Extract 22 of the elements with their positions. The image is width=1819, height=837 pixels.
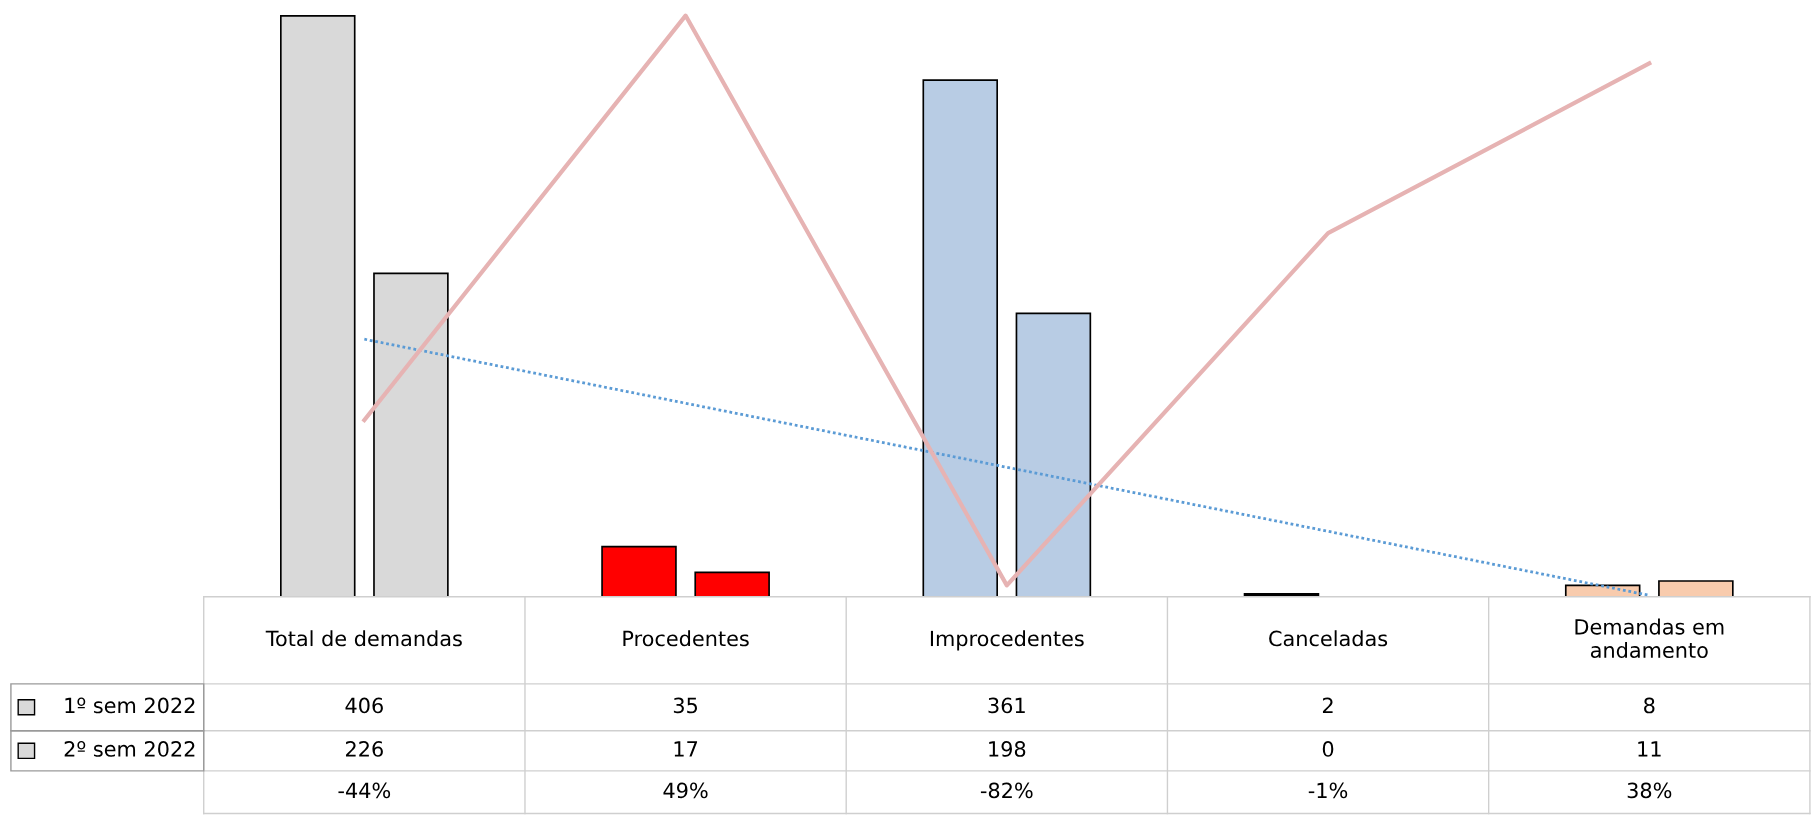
x-tick-label: Total de demandas (265, 630, 462, 647)
data-label: 38% (1627, 782, 1672, 799)
data-label: 17 (674, 741, 698, 757)
legend-label: 2º sem 2022 (64, 741, 195, 757)
data-label: 11 (1638, 741, 1661, 757)
data-label: -82% (980, 782, 1033, 799)
data-label: 2 (1322, 697, 1333, 714)
data-label: 8 (1644, 697, 1655, 714)
data-label: -1% (1308, 782, 1348, 799)
data-label: 35 (673, 697, 698, 714)
x-tick-label: Improcedentes (930, 630, 1084, 651)
data-label: 0 (1322, 741, 1334, 757)
data-label: 226 (345, 741, 383, 757)
x-tick-label: Procedentes (623, 630, 749, 647)
data-label: 406 (345, 697, 383, 714)
data-label: 361 (988, 697, 1025, 714)
x-tick-label: Canceladas (1269, 630, 1388, 647)
data-label: -44% (338, 782, 391, 799)
data-label: 49% (663, 782, 708, 799)
data-label: 198 (989, 741, 1026, 757)
x-tick-label: Demandas em andamento (1575, 618, 1724, 659)
legend-label: 1º sem 2022 (65, 697, 195, 714)
